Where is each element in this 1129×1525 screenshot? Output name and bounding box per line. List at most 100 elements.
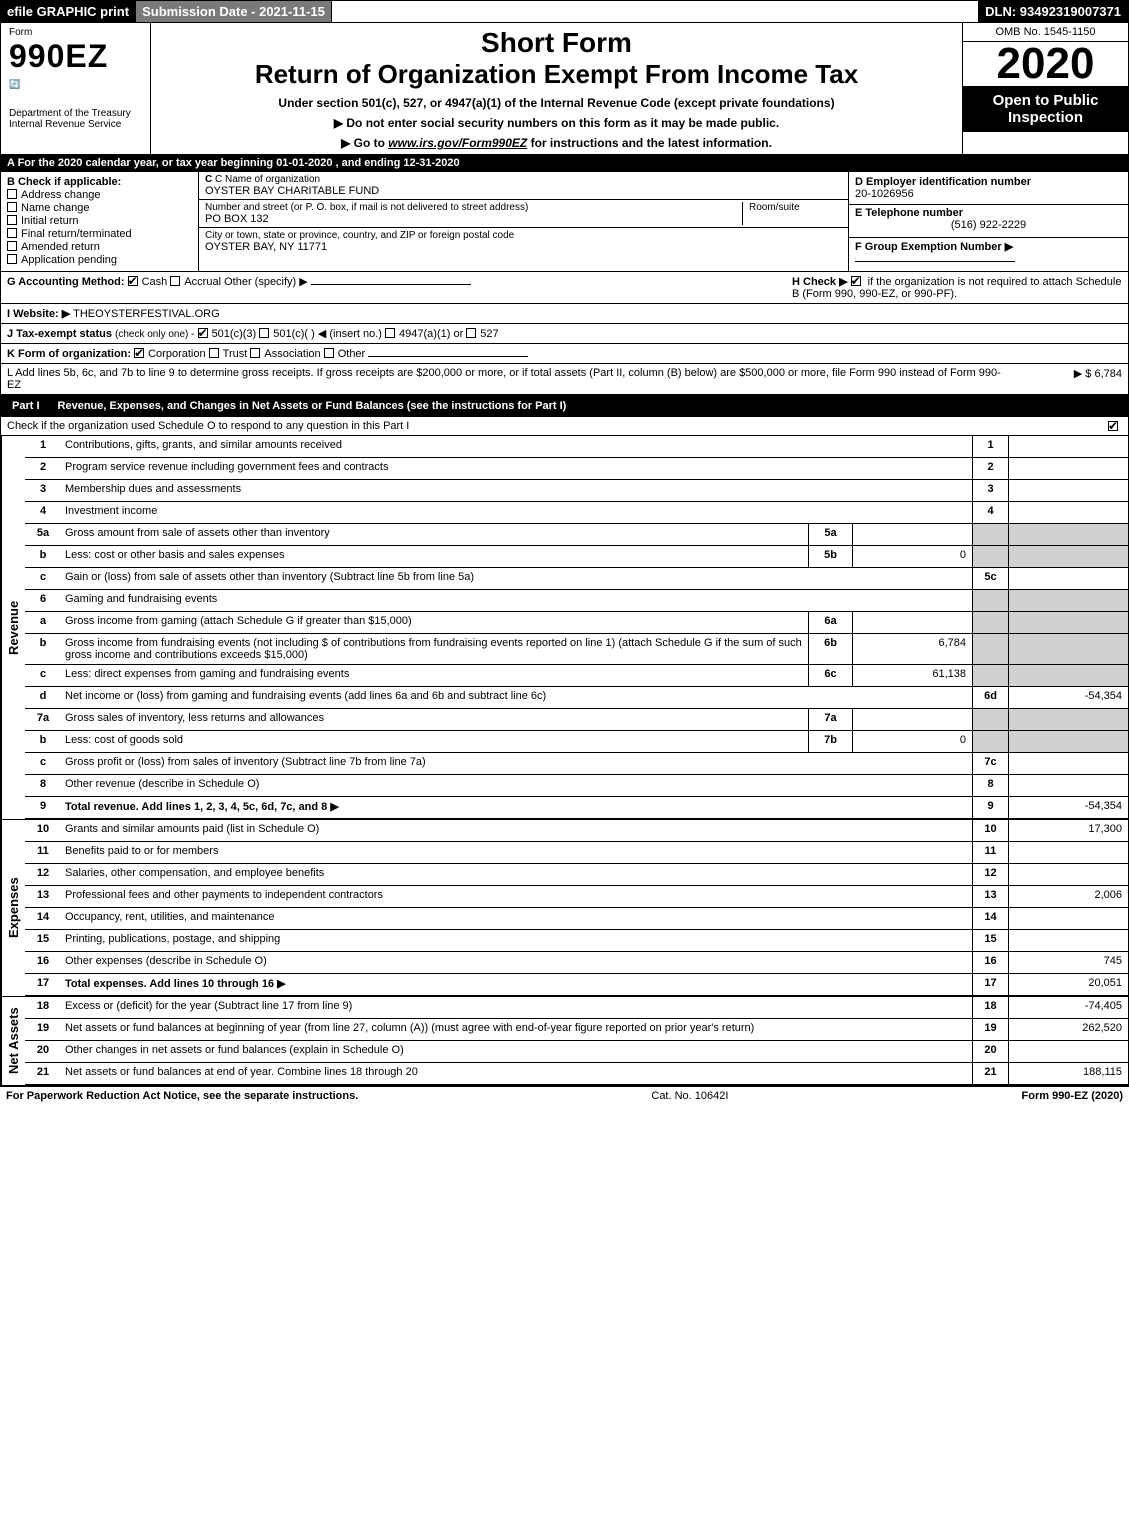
j-501c: 501(c)( ) ◀ (insert no.) (273, 328, 382, 340)
chk-name-change[interactable]: Name change (7, 201, 192, 214)
line-subval: 0 (852, 731, 972, 752)
org-address: PO BOX 132 (205, 213, 742, 225)
line-val: -54,354 (1008, 687, 1128, 708)
submission-date: Submission Date - 2021-11-15 (136, 1, 332, 22)
line-rnum: 17 (972, 974, 1008, 995)
line-num: 9 (25, 797, 61, 818)
line-desc: Net income or (loss) from gaming and fun… (61, 687, 972, 708)
expenses-block: Expenses 10Grants and similar amounts pa… (0, 819, 1129, 996)
chk-assoc[interactable] (250, 348, 260, 358)
chk-final-return[interactable]: Final return/terminated (7, 227, 192, 240)
section-h: H Check ▶ if the organization is not req… (792, 275, 1122, 300)
chk-527[interactable] (466, 328, 476, 338)
chk-amended-return-label: Amended return (21, 241, 100, 253)
line-desc: Net assets or fund balances at beginning… (61, 1019, 972, 1040)
goto-link[interactable]: www.irs.gov/Form990EZ (388, 136, 527, 150)
line-num: 15 (25, 930, 61, 951)
line-desc: Less: cost of goods sold (61, 731, 808, 752)
line-a: aGross income from gaming (attach Schedu… (25, 612, 1128, 634)
chk-501c3[interactable] (198, 328, 208, 338)
chk-trust[interactable] (209, 348, 219, 358)
line-val-shade (1008, 634, 1128, 664)
line-val (1008, 864, 1128, 885)
ssn-warning: Do not enter social security numbers on … (159, 116, 954, 130)
g-other: Other (specify) ▶ (224, 276, 308, 288)
c-name-label-text: C Name of organization (215, 174, 320, 185)
chk-address-change[interactable]: Address change (7, 188, 192, 201)
line-desc: Gross sales of inventory, less returns a… (61, 709, 808, 730)
line-1: 1Contributions, gifts, grants, and simil… (25, 436, 1128, 458)
form-header-mid: Short Form Return of Organization Exempt… (151, 23, 963, 154)
line-rnum: 2 (972, 458, 1008, 479)
line-b: bLess: cost of goods sold7b0 (25, 731, 1128, 753)
chk-cash[interactable] (128, 276, 138, 286)
goto-post: for instructions and the latest informat… (527, 136, 772, 150)
chk-501c[interactable] (259, 328, 269, 338)
revenue-rows: 1Contributions, gifts, grants, and simil… (25, 436, 1128, 819)
i-website[interactable]: THEOYSTERFESTIVAL.ORG (73, 308, 220, 320)
line-rnum-shade (972, 665, 1008, 686)
d-ein-value: 20-1026956 (855, 188, 1122, 200)
line-num: c (25, 753, 61, 774)
footer-left: For Paperwork Reduction Act Notice, see … (6, 1090, 358, 1102)
line-val (1008, 908, 1128, 929)
line-rnum: 6d (972, 687, 1008, 708)
line-rnum: 9 (972, 797, 1008, 818)
chk-part-i-schedule-o[interactable] (1108, 421, 1118, 431)
efile-graphic-print[interactable]: efile GRAPHIC print (1, 1, 136, 22)
line-num: 13 (25, 886, 61, 907)
form-header-left: Form 990EZ 🔄 Department of the Treasury … (1, 23, 151, 154)
j-527: 527 (480, 328, 498, 340)
line-num: 16 (25, 952, 61, 973)
line-val: 188,115 (1008, 1063, 1128, 1084)
line-desc: Salaries, other compensation, and employ… (61, 864, 972, 885)
open-to-public: Open to Public Inspection (963, 86, 1128, 132)
chk-corp[interactable] (134, 348, 144, 358)
line-num: 11 (25, 842, 61, 863)
line-rnum: 12 (972, 864, 1008, 885)
line-subval (852, 612, 972, 633)
f-group-label: F Group Exemption Number ▶ (855, 241, 1013, 253)
section-l: L Add lines 5b, 6c, and 7b to line 9 to … (0, 364, 1129, 395)
part-i-check-row: Check if the organization used Schedule … (0, 417, 1129, 436)
line-c: cGain or (loss) from sale of assets othe… (25, 568, 1128, 590)
subtitle: Under section 501(c), 527, or 4947(a)(1)… (159, 96, 954, 110)
form-header: Form 990EZ 🔄 Department of the Treasury … (0, 23, 1129, 155)
line-num: b (25, 731, 61, 752)
line-desc: Less: direct expenses from gaming and fu… (61, 665, 808, 686)
line-desc: Occupancy, rent, utilities, and maintena… (61, 908, 972, 929)
line-val (1008, 480, 1128, 501)
line-desc: Investment income (61, 502, 972, 523)
chk-application-pending[interactable]: Application pending (7, 253, 192, 266)
g-other-value[interactable] (311, 284, 471, 285)
line-num: 3 (25, 480, 61, 501)
line-rnum: 15 (972, 930, 1008, 951)
chk-initial-return[interactable]: Initial return (7, 214, 192, 227)
revenue-vlabel: Revenue (1, 436, 25, 819)
line-8: 8Other revenue (describe in Schedule O)8 (25, 775, 1128, 797)
line-4: 4Investment income4 (25, 502, 1128, 524)
line-num: 14 (25, 908, 61, 929)
chk-amended-return[interactable]: Amended return (7, 240, 192, 253)
line-num: b (25, 634, 61, 664)
chk-other-org[interactable] (324, 348, 334, 358)
chk-accrual[interactable] (170, 276, 180, 286)
footer-right: Form 990-EZ (2020) (1022, 1090, 1123, 1102)
g-label: G Accounting Method: (7, 276, 125, 288)
form-word: Form (9, 27, 142, 38)
line-num: 2 (25, 458, 61, 479)
line-val (1008, 930, 1128, 951)
line-num: 21 (25, 1063, 61, 1084)
chk-4947[interactable] (385, 328, 395, 338)
line-6: 6Gaming and fundraising events (25, 590, 1128, 612)
k-other-value[interactable] (368, 356, 528, 357)
line-sub: 7a (808, 709, 852, 730)
k-other: Other (338, 348, 366, 360)
line-rnum: 21 (972, 1063, 1008, 1084)
row-gh: G Accounting Method: Cash Accrual Other … (0, 272, 1129, 304)
line-rnum-shade (972, 590, 1008, 611)
line-desc: Other expenses (describe in Schedule O) (61, 952, 972, 973)
line-desc: Total expenses. Add lines 10 through 16 … (61, 974, 972, 995)
top-bar: efile GRAPHIC print Submission Date - 20… (0, 0, 1129, 23)
chk-h[interactable] (851, 276, 861, 286)
